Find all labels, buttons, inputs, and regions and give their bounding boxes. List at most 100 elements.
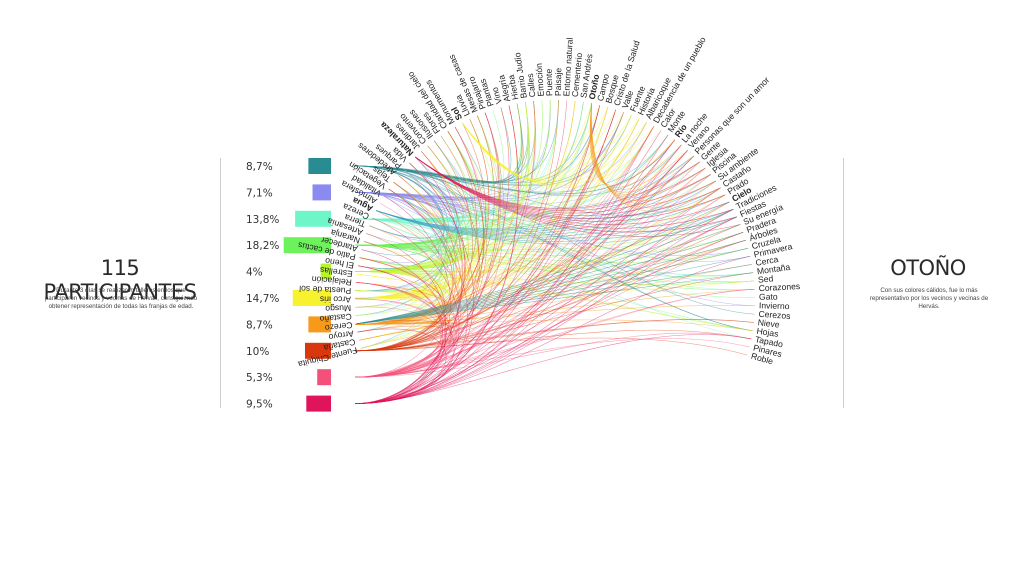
group-bar <box>292 290 331 306</box>
connection-curve <box>354 122 486 352</box>
connection-curve <box>354 150 688 404</box>
connection-curves <box>354 100 755 404</box>
group-bar <box>305 342 331 359</box>
connection-curve <box>354 216 738 378</box>
word-link-curve <box>415 156 716 216</box>
connection-curve <box>354 126 655 325</box>
word-link-curve <box>591 103 726 212</box>
connection-curve <box>354 232 744 404</box>
word-link-curve <box>376 187 721 236</box>
connection-curve <box>354 210 460 299</box>
word-label: Cerezos <box>758 309 791 321</box>
connection-curve <box>354 174 711 378</box>
connection-curve <box>354 165 753 332</box>
word-label: Cementerio <box>570 52 584 97</box>
connection-curve <box>354 319 753 332</box>
group-percentage: 8,7% <box>246 161 273 173</box>
group-percentage: 4% <box>246 267 263 279</box>
group-bar <box>317 369 331 386</box>
word-label: Castaño <box>319 312 352 324</box>
connection-curve <box>354 216 738 378</box>
word-label: Otoño <box>587 74 601 101</box>
connection-curve <box>354 192 734 233</box>
participants-title: 115 PARTICIPANTES <box>43 256 197 304</box>
connection-curve <box>354 271 755 285</box>
word-label: Cerezo <box>324 320 353 333</box>
connection-curve <box>354 297 444 308</box>
word-link-curve <box>376 167 706 232</box>
word-link-curve <box>376 210 737 245</box>
word-label: El heno <box>324 256 355 271</box>
word-label: Cerca <box>755 254 780 268</box>
connection-curve <box>354 101 584 246</box>
connection-curve <box>354 103 524 183</box>
connection-curve <box>354 122 647 325</box>
season-description: Con sus colores cálidos, fue lo más repr… <box>869 287 989 310</box>
connection-curve <box>354 162 464 246</box>
word-label: Entorno natural <box>561 37 574 96</box>
group-percentage: 7,1% <box>246 187 273 199</box>
connection-curve <box>354 280 755 299</box>
connection-curve <box>354 101 536 352</box>
connection-curve <box>354 130 662 404</box>
left-divider <box>220 158 221 408</box>
word-label: Puente <box>544 69 555 97</box>
connection-curve <box>354 255 751 404</box>
connection-curve <box>354 218 752 340</box>
word-label: Estrellas <box>319 265 353 279</box>
word-label: Arco iris <box>320 294 351 304</box>
group-bar <box>312 184 331 201</box>
connection-curve <box>354 194 726 404</box>
word-link-curve <box>415 156 726 222</box>
connection-curve <box>354 131 485 352</box>
word-label: Montaña <box>756 262 791 277</box>
connection-curve <box>354 329 752 352</box>
word-link-curve <box>356 231 744 325</box>
word-label: Relajación <box>311 274 352 288</box>
word-label: Paisaje <box>553 68 563 97</box>
word-link-curve <box>376 174 711 233</box>
group-percentage: 14,7% <box>246 293 279 305</box>
connection-curve <box>354 201 730 299</box>
word-link-curve <box>356 239 746 325</box>
connection-curve <box>354 188 461 325</box>
connection-curve <box>354 218 440 292</box>
group-bar <box>306 395 331 412</box>
connection-curve <box>354 175 462 325</box>
right-divider <box>843 158 844 408</box>
word-link-curve <box>356 201 730 325</box>
group-percentage: 10% <box>246 346 269 358</box>
connection-curve <box>354 118 640 325</box>
connection-curve <box>354 139 676 378</box>
connection-curve <box>354 101 536 378</box>
word-link-curve <box>376 155 694 229</box>
word-link-curve <box>376 161 700 230</box>
age-group-bars: 8,7% 7,1% 13,8% 18,2% 4% 14,7% 8,7% 10% 5,3% 9,5% <box>246 158 331 412</box>
word-link-curve <box>356 272 754 325</box>
connection-curve <box>354 187 721 404</box>
group-bar <box>320 263 331 280</box>
word-link-curve <box>356 216 738 325</box>
season-title: OTOÑO <box>890 256 966 280</box>
connection-curve <box>354 232 744 352</box>
group-percentage: 5,3% <box>246 372 273 384</box>
connection-curve <box>354 107 510 299</box>
word-label: Invierno <box>759 300 790 311</box>
connection-curve <box>354 105 601 404</box>
word-link-curve <box>415 156 737 233</box>
connection-curve <box>354 288 755 378</box>
word-link-curve <box>415 156 730 225</box>
word-label: Vino <box>490 86 504 105</box>
word-label: Hierba <box>506 74 521 101</box>
word-link-curve <box>356 264 752 325</box>
group-percentage: 8,7% <box>246 319 273 331</box>
group-percentage: 13,8% <box>246 214 279 226</box>
word-label: Puesta de sol <box>299 284 352 296</box>
connection-curve <box>354 332 752 378</box>
word-label: Corazones <box>758 281 800 293</box>
word-link-curve <box>376 180 716 235</box>
group-percentage: 9,5% <box>246 399 273 411</box>
group-bar <box>295 210 331 227</box>
connection-curve <box>354 162 466 213</box>
